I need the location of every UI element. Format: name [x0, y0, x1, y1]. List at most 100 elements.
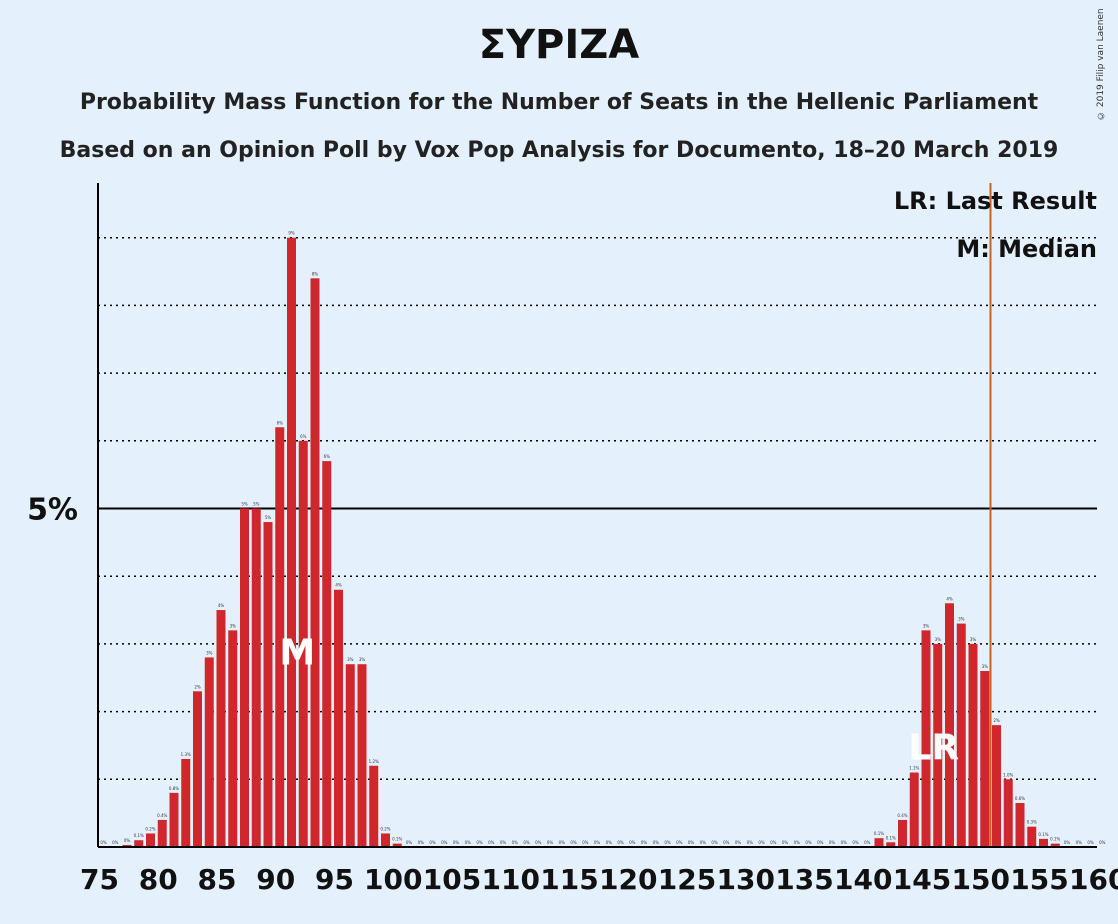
x-tick-label-120: 120 [599, 863, 657, 896]
bar-label-seat-102: 0% [418, 840, 425, 845]
bar-label-seat-148: 3% [958, 617, 965, 622]
bar-label-seat-153: 0.6% [1015, 796, 1025, 801]
bar-label-seat-118: 0% [606, 840, 613, 845]
chart-subtitle-poll-type: Probability Mass Function for the Number… [79, 90, 1039, 115]
bar-label-seat-158: 0% [1076, 840, 1083, 845]
bar-label-seat-124: 0% [676, 840, 683, 845]
x-tick-label-110: 110 [482, 863, 540, 896]
bar-label-seat-134: 0% [794, 840, 801, 845]
bar-label-seat-152: 1.0% [1003, 772, 1013, 777]
bar-label-seat-77: 0% [124, 838, 131, 843]
bar-label-seat-83: 2% [194, 684, 201, 689]
median-marker: M [279, 633, 315, 674]
bar-seat-153 [1015, 802, 1025, 847]
x-tick-label-140: 140 [834, 863, 892, 896]
bar-label-seat-93: 8% [312, 271, 319, 276]
bar-label-seat-81: 0.8% [169, 786, 179, 791]
bar-label-seat-97: 3% [359, 657, 366, 662]
x-tick-label-150: 150 [952, 863, 1010, 896]
x-tick-label-155: 155 [1010, 863, 1068, 896]
bar-label-seat-89: 5% [265, 515, 272, 520]
chart-subtitle-poll-source: Based on an Opinion Poll by Vox Pop Anal… [59, 138, 1059, 163]
bar-label-seat-94: 6% [324, 454, 331, 459]
bar-label-seat-106: 0% [465, 840, 472, 845]
bar-label-seat-87: 5% [241, 502, 248, 507]
bar-seat-94 [322, 461, 332, 847]
bar-label-seat-103: 0% [429, 840, 436, 845]
bar-label-seat-117: 0% [594, 840, 601, 845]
bar-label-seat-104: 0% [441, 840, 448, 845]
bar-label-seat-85: 4% [218, 603, 225, 608]
bar-seat-77 [122, 844, 132, 847]
bar-seat-89 [263, 522, 273, 847]
bar-seat-149 [968, 643, 978, 847]
bar-label-seat-88: 5% [253, 502, 260, 507]
x-tick-label-75: 75 [80, 863, 119, 896]
bar-label-seat-101: 0% [406, 840, 413, 845]
bar-label-seat-157: 0% [1064, 840, 1071, 845]
bar-label-seat-149: 3% [970, 637, 977, 642]
bar-seat-146 [933, 643, 943, 847]
x-tick-label-115: 115 [540, 863, 598, 896]
bar-label-seat-144: 1.1% [909, 766, 919, 771]
x-tick-label-125: 125 [658, 863, 716, 896]
bar-seat-145 [921, 630, 931, 847]
y-tick-label-5pct: 5% [27, 493, 78, 528]
bar-label-seat-92: 6% [300, 434, 307, 439]
x-tick-label-130: 130 [717, 863, 775, 896]
bar-label-seat-76: 0% [112, 840, 119, 845]
bar-label-seat-112: 0% [535, 840, 542, 845]
bar-label-seat-133: 0% [782, 840, 789, 845]
bar-seat-154 [1027, 826, 1037, 847]
bar-label-seat-84: 3% [206, 650, 213, 655]
bar-label-seat-114: 0% [559, 840, 566, 845]
bar-seat-96 [345, 664, 355, 847]
bar-seat-150 [980, 670, 990, 847]
bar-label-seat-123: 0% [664, 840, 671, 845]
bar-label-seat-82: 1.3% [181, 752, 191, 757]
x-tick-label-145: 145 [893, 863, 951, 896]
bar-label-seat-147: 4% [946, 596, 953, 601]
bar-label-seat-107: 0% [476, 840, 483, 845]
bar-label-seat-139: 0% [852, 840, 859, 845]
bar-seat-99 [381, 833, 390, 847]
bar-label-seat-136: 0% [817, 840, 824, 845]
bar-seat-92 [298, 440, 308, 847]
bar-seat-87 [240, 508, 249, 847]
bar-seat-148 [956, 623, 966, 847]
bar-seat-152 [1003, 779, 1013, 847]
bar-seat-95 [334, 589, 343, 847]
bar-label-seat-137: 0% [829, 840, 836, 845]
bar-seat-78 [134, 840, 144, 847]
bar-label-seat-91: 9% [288, 231, 295, 236]
bar-label-seat-100: 0.1% [392, 837, 402, 842]
grid-lines [98, 236, 1097, 781]
bar-label-seat-129: 0% [735, 840, 742, 845]
bar-seat-90 [275, 427, 285, 847]
bar-label-seat-98: 1.2% [369, 759, 379, 764]
bar-label-seat-78: 0.1% [134, 833, 144, 838]
bar-label-seat-135: 0% [805, 840, 812, 845]
x-tick-label-135: 135 [775, 863, 833, 896]
bar-label-seat-79: 0.2% [145, 826, 155, 831]
bar-label-seat-122: 0% [653, 840, 660, 845]
bar-label-seat-151: 2% [993, 718, 1000, 723]
bar-label-seat-138: 0% [841, 840, 848, 845]
bar-label-seat-146: 3% [935, 637, 942, 642]
x-tick-label-80: 80 [139, 863, 178, 896]
bar-label-seat-86: 3% [230, 623, 237, 628]
bar-seat-142 [886, 842, 896, 847]
bar-seat-147 [945, 603, 954, 847]
bar-label-seat-75: 0% [100, 840, 107, 845]
bar-seat-85 [216, 610, 226, 847]
bar-seat-97 [357, 664, 367, 847]
bar-seat-80 [157, 819, 167, 847]
bar-label-seat-120: 0% [629, 840, 636, 845]
bar-label-seat-109: 0% [500, 840, 507, 845]
bar-seat-155 [1039, 838, 1048, 847]
bar-label-seat-130: 0% [747, 840, 754, 845]
bar-seat-81 [169, 792, 179, 847]
x-tick-label-100: 100 [364, 863, 422, 896]
bar-label-seat-111: 0% [523, 840, 530, 845]
